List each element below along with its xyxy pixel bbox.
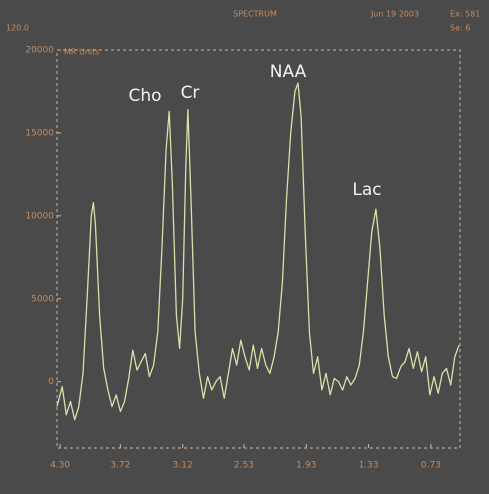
ex-label: Ex: 581 [450,10,480,19]
peak-label: NAA [270,62,307,82]
chart-title: SPECTRUM [233,10,277,19]
x-tick-label: 2.53 [234,461,254,471]
peak-label: Cho [128,86,161,106]
y-tick-label: 5000 [31,294,54,304]
corner-label: 120.0 [6,24,29,33]
peak-label: Lac [352,180,381,200]
spectrum-line [56,82,460,421]
y-tick-label: 10000 [25,211,54,221]
y-tick-label: 0 [48,377,54,387]
x-tick-label: 3.72 [110,461,130,471]
x-tick-label: 1.33 [359,461,379,471]
x-tick-label: 3.12 [173,461,193,471]
y-tick-label: 20000 [25,46,54,56]
date-label: Jun 19 2003 [370,10,419,19]
peak-label: Cr [181,83,200,103]
se-label: Se: 6 [450,24,470,33]
y-tick-label: 15000 [25,128,54,138]
plot-frame [56,49,461,449]
x-tick-label: 4.30 [50,461,70,471]
x-tick-label: 1.93 [296,461,316,471]
y-axis-label: MR Units [64,48,99,57]
x-tick-label: 0.73 [421,461,441,471]
